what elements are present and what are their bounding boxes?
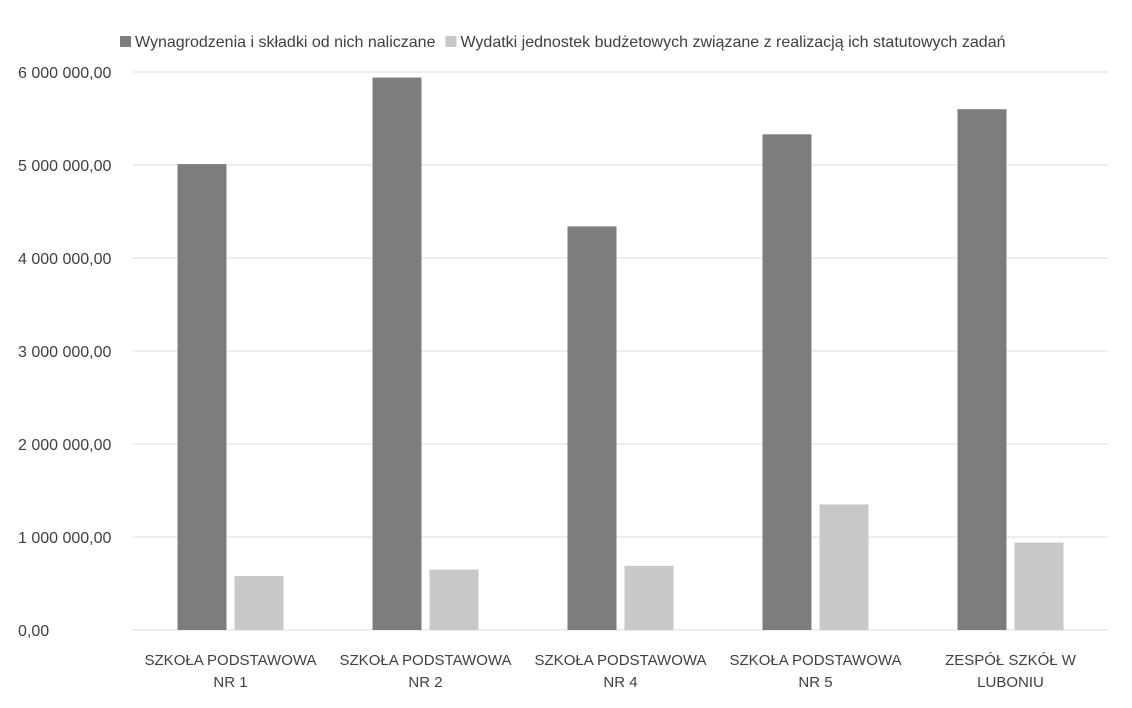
x-tick-label-line: SZKOŁA PODSTAWOWA xyxy=(730,652,902,669)
legend-label: Wydatki jednostek budżetowych związane z… xyxy=(460,34,1005,51)
legend-label: Wynagrodzenia i składki od nich naliczan… xyxy=(135,34,436,51)
x-tick-label: ZESPÓŁ SZKÓŁ W LUBONIU xyxy=(945,652,1077,691)
x-tick-label-line: NR 2 xyxy=(408,674,442,691)
x-tick-label-line: LUBONIU xyxy=(977,674,1044,691)
bar-wydatki-4 xyxy=(819,504,869,630)
y-tick-label: 1 000 000,00 xyxy=(18,530,112,547)
x-tick-label: SZKOŁA PODSTAWOWA NR 5 xyxy=(730,652,902,691)
x-tick-label-line: SZKOŁA PODSTAWOWA xyxy=(535,652,707,669)
y-axis: 0,00 1 000 000,00 2 000 000,00 3 000 000,00… xyxy=(18,65,112,640)
x-tick-label-line: NR 1 xyxy=(213,674,247,691)
bar-wydatki-2 xyxy=(429,569,479,630)
bar-wydatki-5 xyxy=(1014,542,1064,630)
x-tick-label: SZKOŁA PODSTAWOWA NR 1 xyxy=(145,652,317,691)
x-tick-label: SZKOŁA PODSTAWOWA NR 4 xyxy=(535,652,707,691)
bar-wydatki-3 xyxy=(624,565,674,630)
bar-wydatki-1 xyxy=(234,576,284,630)
y-tick-label: 4 000 000,00 xyxy=(18,251,112,268)
y-tick-label: 3 000 000,00 xyxy=(18,344,112,361)
bar-wynagrodzenia-5 xyxy=(957,109,1007,630)
x-tick-label-line: NR 4 xyxy=(603,674,637,691)
bar-wynagrodzenia-1 xyxy=(177,164,227,630)
bar-wynagrodzenia-2 xyxy=(372,77,422,630)
bars xyxy=(177,77,1064,630)
bar-wynagrodzenia-3 xyxy=(567,226,617,630)
legend: Wynagrodzenia i składki od nich naliczan… xyxy=(120,34,1006,51)
legend-swatch xyxy=(445,36,457,47)
x-tick-label-line: ZESPÓŁ SZKÓŁ W xyxy=(945,652,1077,669)
y-tick-label: 6 000 000,00 xyxy=(18,65,112,82)
x-tick-label-line: SZKOŁA PODSTAWOWA xyxy=(145,652,317,669)
gridlines xyxy=(133,71,1108,631)
x-tick-label-line: SZKOŁA PODSTAWOWA xyxy=(340,652,512,669)
x-tick-label-line: NR 5 xyxy=(798,674,832,691)
legend-swatch xyxy=(120,36,131,47)
y-tick-label: 0,00 xyxy=(18,623,49,640)
x-tick-label: SZKOŁA PODSTAWOWA NR 2 xyxy=(340,652,512,691)
y-tick-label: 2 000 000,00 xyxy=(18,437,112,454)
y-tick-label: 5 000 000,00 xyxy=(18,158,112,175)
x-axis: SZKOŁA PODSTAWOWA NR 1 SZKOŁA PODSTAWOWA NR… xyxy=(145,652,1077,691)
bar-wynagrodzenia-4 xyxy=(762,134,812,630)
